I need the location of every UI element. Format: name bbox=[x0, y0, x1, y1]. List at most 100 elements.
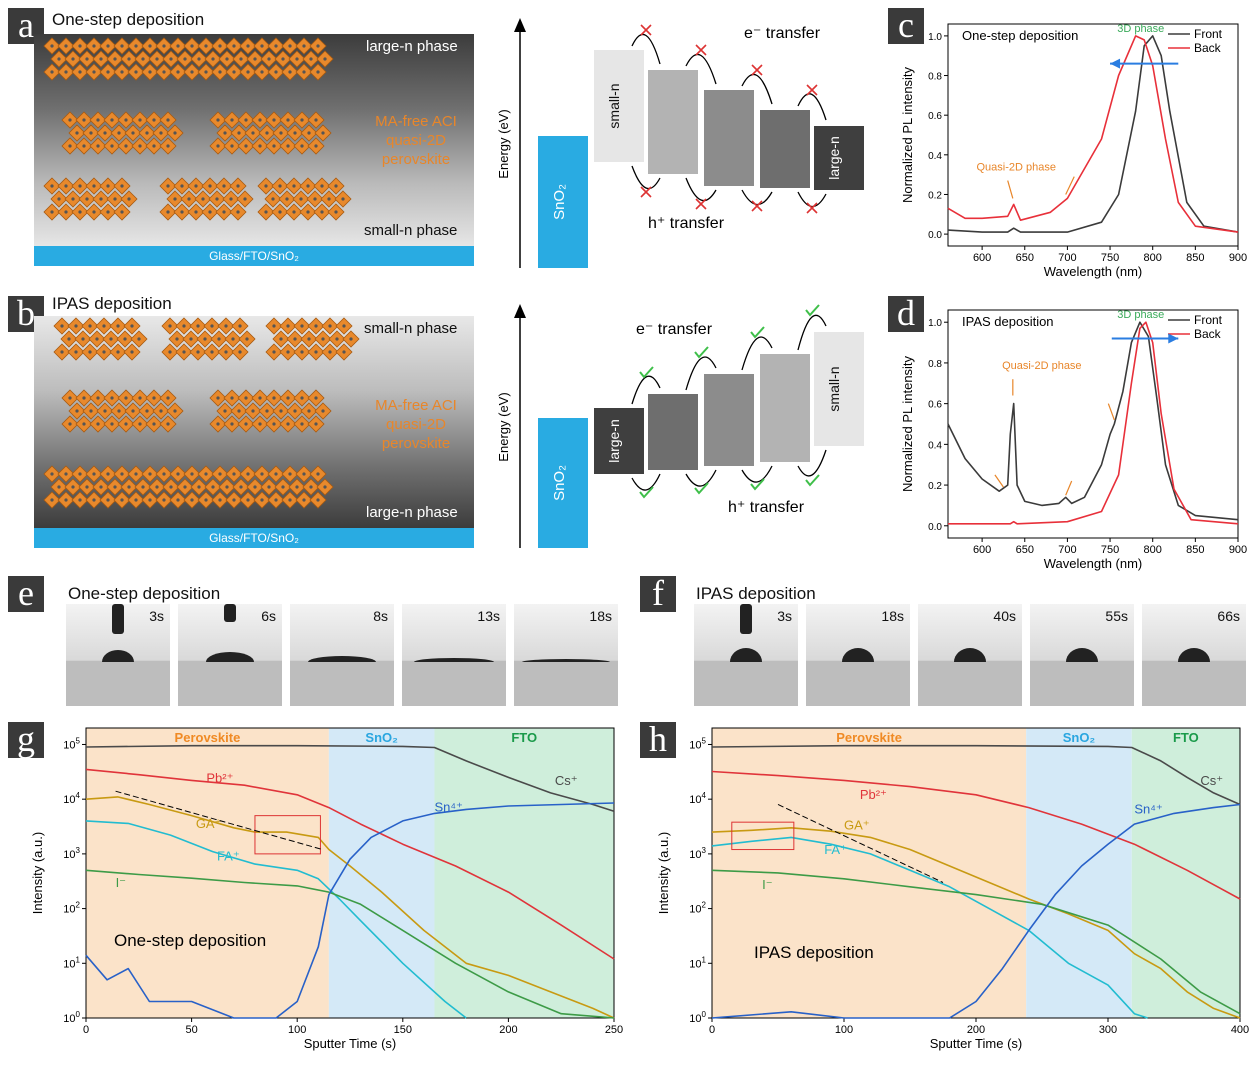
electron-transfer-label: e⁻ transfer bbox=[636, 321, 713, 338]
x-tick-label: 850 bbox=[1186, 252, 1204, 264]
b-site-atom bbox=[208, 184, 212, 188]
b-site-atom bbox=[264, 210, 268, 214]
y-axis-label: Intensity (a.u.) bbox=[30, 832, 45, 914]
b-site-atom bbox=[180, 184, 184, 188]
y-tick-label: 0.2 bbox=[928, 481, 942, 492]
x-tick-label: 0 bbox=[83, 1024, 89, 1036]
panel-b-material: MA-free ACI quasi-2D perovskite bbox=[356, 396, 476, 453]
check-mark bbox=[694, 482, 709, 495]
energy-level-block bbox=[704, 90, 754, 186]
b-site-atom bbox=[194, 210, 198, 214]
quasi-pointer bbox=[994, 474, 1004, 488]
x-tick-label: 50 bbox=[185, 1024, 197, 1036]
b-site-atom bbox=[239, 57, 243, 61]
b-site-atom bbox=[92, 498, 96, 502]
b-site-atom bbox=[124, 422, 128, 426]
b-site-atom bbox=[272, 396, 276, 400]
b-site-atom bbox=[204, 44, 208, 48]
b-site-atom bbox=[300, 422, 304, 426]
b-site-atom bbox=[236, 210, 240, 214]
b-site-atom bbox=[286, 350, 290, 354]
b-site-atom bbox=[272, 144, 276, 148]
electron-transfer-arrow bbox=[685, 54, 717, 85]
b-site-atom bbox=[68, 144, 72, 148]
substrate-surface bbox=[514, 662, 618, 706]
region-label: Perovskite bbox=[836, 730, 902, 745]
b-site-atom bbox=[246, 472, 250, 476]
contact-angle-photo: 8s bbox=[290, 604, 394, 706]
b-site-atom bbox=[251, 409, 255, 413]
b-site-atom bbox=[232, 498, 236, 502]
electron-transfer-arrow bbox=[797, 314, 827, 351]
b-site-atom bbox=[180, 210, 184, 214]
b-site-atom bbox=[176, 70, 180, 74]
b-site-atom bbox=[74, 350, 78, 354]
time-label: 66s bbox=[1217, 608, 1240, 624]
b-site-atom bbox=[99, 57, 103, 61]
droplet-drawing bbox=[694, 604, 798, 706]
b-site-atom bbox=[323, 57, 327, 61]
b-site-atom bbox=[258, 396, 262, 400]
b-site-atom bbox=[314, 422, 318, 426]
b-site-atom bbox=[130, 324, 134, 328]
b-site-atom bbox=[110, 144, 114, 148]
b-site-atom bbox=[78, 210, 82, 214]
b-site-atom bbox=[314, 396, 318, 400]
y-tick-label: 0.6 bbox=[928, 400, 942, 411]
b-site-atom bbox=[120, 498, 124, 502]
b-site-atom bbox=[124, 396, 128, 400]
hole-transfer-arrow bbox=[685, 469, 717, 487]
b-site-atom bbox=[173, 131, 177, 135]
b-site-atom bbox=[243, 197, 247, 201]
b-site-atom bbox=[138, 422, 142, 426]
droplet-drawing bbox=[290, 656, 394, 706]
b-site-atom bbox=[306, 210, 310, 214]
b-site-atom bbox=[253, 57, 257, 61]
b-site-atom bbox=[68, 396, 72, 400]
b-site-atom bbox=[82, 144, 86, 148]
series-label: Cs⁺ bbox=[1200, 773, 1223, 788]
energy-level-block bbox=[648, 394, 698, 470]
time-label: 8s bbox=[373, 608, 388, 624]
b-site-atom bbox=[134, 498, 138, 502]
electron-transfer-arrow bbox=[741, 74, 773, 105]
b-site-atom bbox=[67, 337, 71, 341]
y-tick-label: 0.8 bbox=[928, 72, 942, 83]
b-site-atom bbox=[216, 422, 220, 426]
b-site-atom bbox=[131, 131, 135, 135]
b-site-atom bbox=[166, 210, 170, 214]
b-site-atom bbox=[328, 324, 332, 328]
substrate-surface bbox=[66, 662, 170, 706]
b-site-atom bbox=[218, 44, 222, 48]
y-tick-label: 0.4 bbox=[928, 440, 942, 451]
b-site-atom bbox=[293, 131, 297, 135]
region-band bbox=[434, 728, 614, 1018]
contact-angle-photo: 6s bbox=[178, 604, 282, 706]
b-site-atom bbox=[230, 422, 234, 426]
b-site-atom bbox=[300, 396, 304, 400]
check-mark bbox=[639, 366, 654, 379]
time-label: 13s bbox=[477, 608, 500, 624]
series-line bbox=[711, 827, 1241, 1019]
b-site-atom bbox=[124, 144, 128, 148]
x-tick-label: 0 bbox=[709, 1024, 715, 1036]
b-site-atom bbox=[137, 337, 141, 341]
x-tick-label: 800 bbox=[1144, 252, 1162, 264]
b-site-atom bbox=[281, 485, 285, 489]
x-tick-label: 700 bbox=[1058, 252, 1076, 264]
panel-letter-g: g bbox=[8, 721, 44, 758]
hole-transfer-arrow bbox=[797, 449, 827, 477]
check-mark bbox=[805, 474, 820, 487]
quasi-pointer bbox=[1007, 180, 1014, 199]
contact-angle-photo: 40s bbox=[918, 604, 1022, 706]
y-tick-label: 102 bbox=[689, 901, 706, 916]
b-site-atom bbox=[320, 184, 324, 188]
contact-angle-photo: 3s bbox=[66, 604, 170, 706]
b-site-atom bbox=[251, 131, 255, 135]
x-tick-label: 800 bbox=[1144, 544, 1162, 556]
b-site-atom bbox=[274, 70, 278, 74]
droplet-drawing bbox=[1142, 648, 1246, 706]
series-line bbox=[711, 770, 1241, 900]
series-line bbox=[85, 796, 615, 1019]
b-site-atom bbox=[81, 337, 85, 341]
